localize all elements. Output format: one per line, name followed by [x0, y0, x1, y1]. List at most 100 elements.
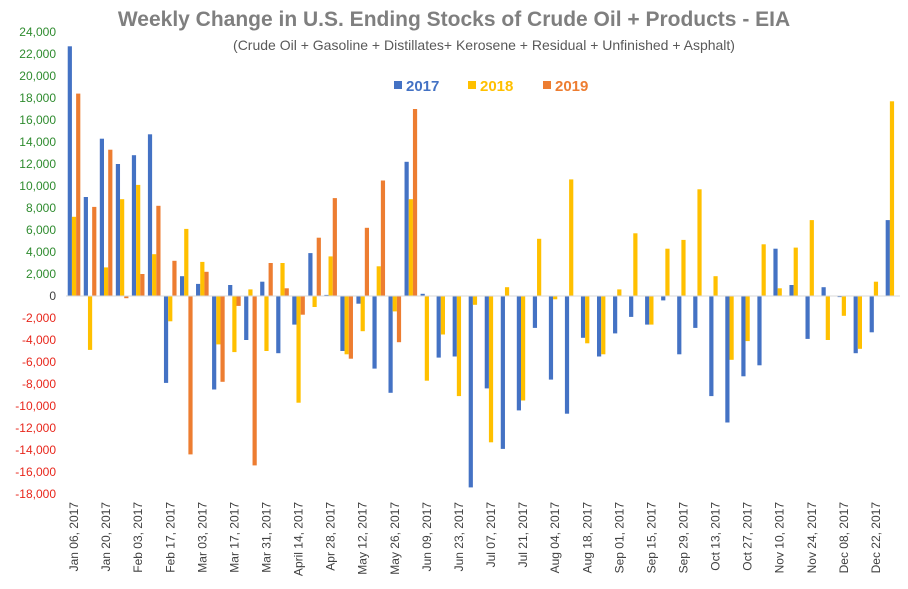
bar-2018-week-7	[168, 296, 173, 322]
bar-2017-week-14	[276, 296, 281, 354]
bar-2018-week-37	[649, 296, 654, 325]
x-tick-label: Oct 27, 2017	[741, 502, 755, 571]
bar-2018-week-26	[472, 296, 478, 305]
bar-2018-week-23	[424, 296, 429, 381]
legend: 2017 2018 2019	[394, 78, 588, 95]
bar-2017-week-1	[67, 46, 72, 296]
bar-2019-week-12	[252, 296, 257, 466]
bar-2019-week-7	[172, 260, 177, 296]
bar-2018-week-38	[665, 248, 670, 296]
bar-2017-week-20	[372, 296, 377, 369]
bar-2018-week-1	[71, 216, 77, 296]
bar-2018-week-16	[312, 296, 317, 307]
x-tick-label: Mar 31, 2017	[259, 502, 273, 573]
bar-2018-week-46	[793, 247, 798, 296]
bar-2019-week-22	[412, 109, 418, 296]
bar-2019-week-1	[76, 93, 81, 296]
bar-2017-week-30	[532, 296, 538, 328]
bar-2017-week-4	[115, 164, 121, 296]
chart-subtitle: (Crude Oil + Gasoline + Distillates+ Ker…	[233, 37, 735, 53]
bar-2018-week-29	[521, 296, 526, 401]
bar-2017-week-42	[725, 296, 730, 423]
bar-2018-week-48	[825, 296, 830, 340]
bar-2018-week-42	[729, 296, 734, 360]
bar-2017-week-29	[516, 296, 521, 411]
bar-2017-week-35	[613, 296, 618, 334]
bar-2017-week-34	[596, 296, 602, 357]
y-tick-label: -14,000	[15, 443, 56, 457]
bar-2017-week-48	[821, 287, 826, 296]
y-tick-label: -18,000	[15, 487, 56, 501]
y-tick-label: -8,000	[22, 377, 56, 391]
y-tick-label: 2,000	[26, 267, 56, 281]
bar-2017-week-12	[244, 296, 249, 340]
y-tick-label: -10,000	[15, 399, 56, 413]
bar-2018-week-18	[344, 296, 349, 355]
bar-2018-week-43	[745, 296, 750, 342]
bar-2017-week-21	[388, 296, 393, 393]
y-tick-label: 22,000	[19, 47, 56, 61]
y-tick-label: 24,000	[19, 25, 56, 39]
bar-2018-week-25	[456, 296, 462, 397]
y-tick-label: 20,000	[19, 69, 56, 83]
bar-2017-week-26	[468, 296, 473, 488]
bar-2019-week-15	[300, 296, 305, 315]
y-tick-label: 12,000	[19, 157, 56, 171]
y-tick-label: 8,000	[26, 201, 56, 215]
y-tick-label: 0	[49, 289, 56, 303]
y-tick-label: 18,000	[19, 91, 56, 105]
bar-2018-week-34	[601, 296, 606, 355]
bar-2019-week-17	[332, 198, 337, 296]
x-tick-label: Jul 07, 2017	[484, 502, 498, 568]
bar-2018-week-22	[408, 199, 413, 296]
bar-2017-week-50	[853, 296, 858, 354]
bar-2017-week-28	[500, 296, 505, 449]
bar-2018-week-31	[553, 296, 558, 300]
bar-2018-week-51	[873, 281, 879, 296]
bar-2017-week-31	[548, 296, 554, 380]
bar-2018-week-5	[136, 184, 141, 296]
y-tick-label: 10,000	[19, 179, 56, 193]
y-tick-label: 16,000	[19, 113, 56, 127]
bar-2017-week-22	[404, 161, 409, 296]
bar-2017-week-8	[179, 276, 185, 296]
bar-2019-week-8	[188, 296, 193, 455]
bar-2017-week-38	[661, 296, 666, 301]
x-tick-label: Mar 17, 2017	[227, 502, 241, 573]
bar-2018-week-11	[232, 296, 237, 353]
bar-2019-week-10	[220, 296, 225, 382]
legend-label-2018: 2018	[480, 78, 513, 95]
bar-2017-week-13	[260, 281, 265, 296]
bar-2018-week-15	[296, 296, 301, 403]
bar-2019-week-18	[348, 296, 353, 359]
x-tick-label: Dec 22, 2017	[869, 502, 883, 574]
y-tick-label: 4,000	[26, 245, 56, 259]
bars	[67, 46, 895, 488]
x-tick-label: Sep 29, 2017	[676, 502, 690, 574]
y-tick-label: -6,000	[22, 355, 56, 369]
bar-2019-week-21	[396, 296, 402, 343]
y-tick-label: 14,000	[19, 135, 56, 149]
bar-2018-week-12	[248, 289, 253, 296]
bar-2018-week-10	[216, 296, 221, 345]
bar-2018-week-35	[617, 289, 622, 296]
x-tick-label: April 14, 2017	[292, 502, 306, 576]
legend-swatch-2019	[543, 81, 551, 89]
bar-2018-week-39	[681, 239, 686, 296]
bar-2018-week-3	[104, 267, 109, 296]
bar-2018-week-47	[809, 220, 814, 296]
bar-2017-week-37	[645, 296, 650, 325]
bar-2017-week-32	[564, 296, 570, 414]
y-tick-label: 6,000	[26, 223, 56, 237]
legend-label-2019: 2019	[555, 78, 588, 95]
x-tick-label: Jun 09, 2017	[420, 502, 434, 572]
legend-label-2017: 2017	[406, 78, 439, 95]
bar-2018-week-19	[360, 296, 365, 332]
bar-2017-week-51	[869, 296, 874, 333]
bar-2017-week-19	[356, 296, 361, 304]
bar-2019-week-3	[108, 149, 113, 296]
bar-2017-week-6	[147, 134, 153, 296]
x-tick-label: May 26, 2017	[388, 502, 402, 575]
bar-2019-week-4	[124, 296, 129, 299]
